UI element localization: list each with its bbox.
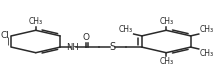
Text: CH₃: CH₃	[29, 17, 43, 26]
Text: CH₃: CH₃	[159, 17, 173, 26]
Text: CH₃: CH₃	[119, 25, 133, 34]
Text: CH₃: CH₃	[200, 25, 214, 34]
Text: CH₃: CH₃	[159, 57, 173, 66]
Text: Cl: Cl	[0, 31, 9, 40]
Text: S: S	[109, 42, 115, 52]
Text: NH: NH	[66, 43, 79, 52]
Text: CH₃: CH₃	[200, 49, 214, 58]
Text: O: O	[83, 33, 90, 42]
